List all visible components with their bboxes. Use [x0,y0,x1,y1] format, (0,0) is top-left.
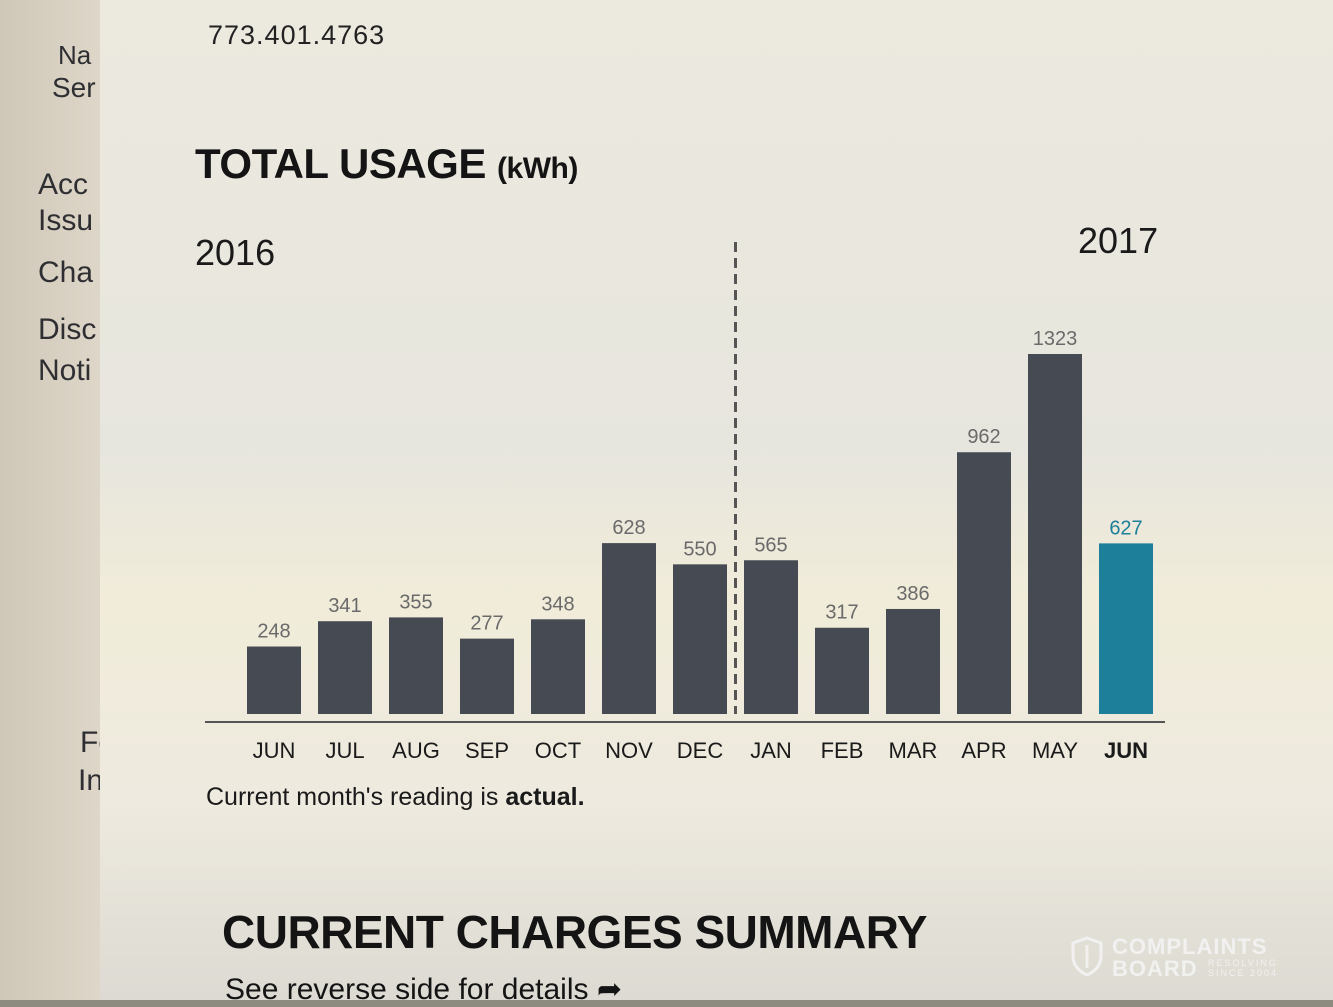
month-label: OCT [535,738,581,763]
value-label: 277 [470,613,503,635]
year-label-right: 2017 [1078,220,1159,261]
shield-icon [1071,936,1103,976]
summary-title: CURRENT CHARGES SUMMARY [222,906,927,958]
bar [673,564,727,714]
reading-note-text: Current month's reading is [206,783,506,811]
background-label: Cha [38,256,94,289]
month-label: MAR [889,738,938,763]
value-label: 550 [683,538,716,560]
bar [886,608,940,714]
value-label: 962 [967,426,1000,448]
bar [1099,543,1153,714]
arrow-icon: ➦ [596,973,622,1006]
usage-title: TOTAL USAGE (kWh) [195,140,578,188]
bar [531,619,585,714]
value-label: 355 [399,591,432,613]
watermark-text: BOARD [1112,956,1198,981]
background-label: Noti [38,354,92,387]
month-label: AUG [392,738,440,763]
watermark-tag: RESOLVING [1208,958,1278,968]
phone-number: 773.401.4763 [208,20,386,50]
bar [247,646,301,714]
bar [318,621,372,714]
month-label: DEC [677,738,724,763]
month-label: MAY [1032,738,1078,763]
value-label: 627 [1109,517,1142,539]
bill-page: 773.401.4763 [100,0,1333,1000]
month-label: JUN [1104,738,1148,763]
month-label: NOV [605,738,653,763]
value-label: 248 [257,621,290,643]
reading-status: actual. [505,783,585,811]
bar [957,452,1011,714]
month-label: SEP [465,738,509,763]
value-label: 317 [825,602,858,624]
background-label: Acc [38,168,89,201]
value-label: 628 [612,517,645,539]
bar [389,617,443,714]
value-label: 565 [754,534,787,556]
background-label: Ser [52,72,96,103]
reading-note: Current month's reading is actual. [206,783,585,812]
usage-unit: (kWh) [497,152,578,185]
usage-title-text: TOTAL USAGE [195,140,486,187]
watermark-text: COMPLAINTS [1112,934,1268,959]
month-label: FEB [821,738,864,763]
watermark-tagline: RESOLVING SINCE 2004 [1208,958,1278,978]
month-label: APR [961,738,1006,763]
value-label: 341 [328,595,361,617]
value-label-group: 248 341 355 277 348 628 550 565 317 386 962 1323 627 [257,328,1142,643]
bar [602,543,656,714]
summary-subtitle: See reverse side for details ➦ [225,972,622,1007]
background-label: Issu [38,204,94,237]
watermark-tag: SINCE 2004 [1208,968,1279,978]
bar [744,560,798,714]
background-label: Disc [38,313,97,346]
bar [1028,354,1082,714]
month-label: JAN [750,738,792,763]
background-label: In [78,764,104,797]
value-label: 348 [541,593,574,615]
bar-group [247,354,1153,714]
summary-subtitle-text: See reverse side for details [225,973,589,1006]
value-label: 386 [896,583,929,605]
bar [460,638,514,714]
month-label: JUL [325,738,364,763]
background-label: Na [58,40,92,70]
value-label: 1323 [1033,328,1078,350]
month-label-group: JUN JUL AUG SEP OCT NOV DEC JAN FEB MAR APR MAY JUN [253,738,1148,763]
year-label-left: 2016 [195,232,276,273]
bar [815,627,869,714]
month-label: JUN [253,738,296,763]
